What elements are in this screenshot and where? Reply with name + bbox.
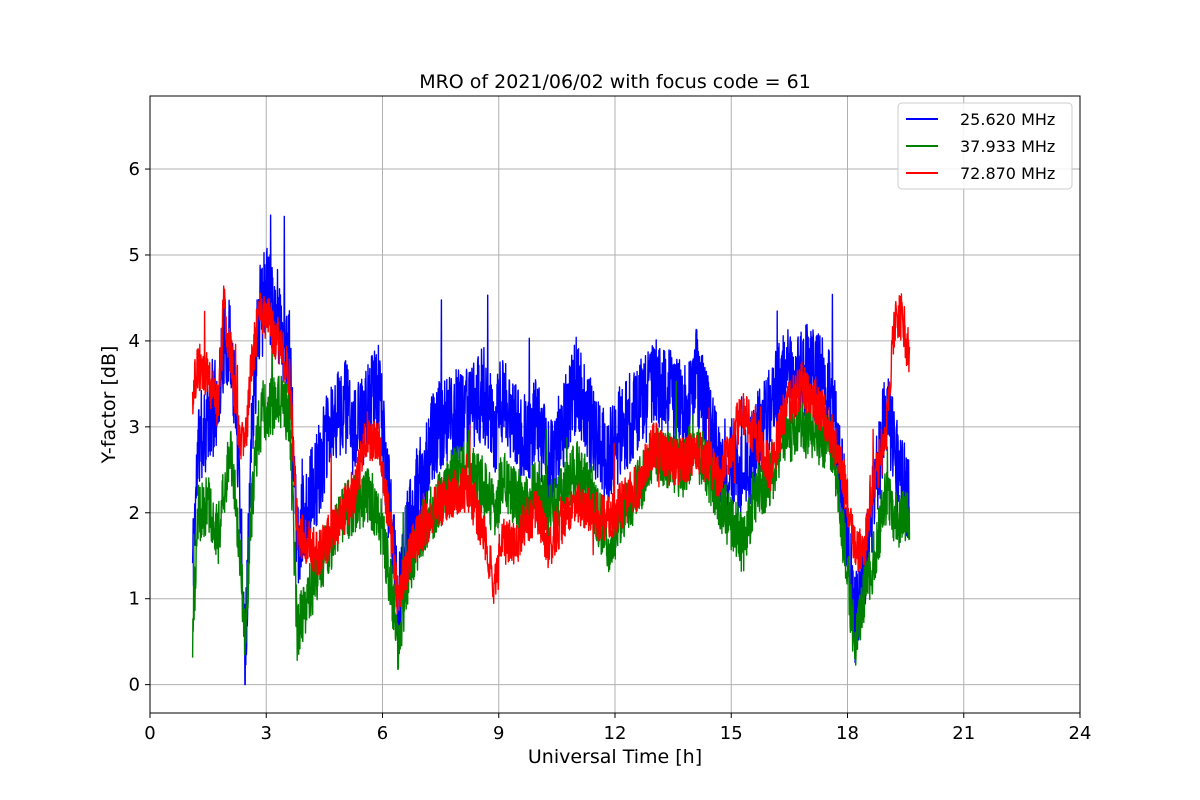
y-axis-label: Y-factor [dB] (98, 346, 120, 465)
x-tick-label: 18 (836, 723, 859, 744)
x-tick-label: 21 (952, 723, 975, 744)
x-tick-label: 24 (1069, 723, 1092, 744)
series-line-3 (191, 285, 911, 615)
x-tick-label: 3 (261, 723, 272, 744)
x-tick-label: 12 (604, 723, 627, 744)
legend-label: 25.620 MHz (960, 110, 1055, 129)
legend: 25.620 MHz 37.933 MHz 72.870 MHz (897, 102, 1073, 190)
y-tick-label: 4 (129, 331, 140, 352)
y-tick-label: 0 (129, 675, 140, 696)
y-tick-label: 6 (129, 159, 140, 180)
x-tick-label: 0 (144, 723, 155, 744)
chart-title: MRO of 2021/06/02 with focus code = 61 (419, 71, 811, 93)
x-tick-label: 9 (493, 723, 504, 744)
series-layer (191, 214, 911, 686)
x-axis-label: Universal Time [h] (528, 746, 702, 768)
y-tick-label: 1 (129, 589, 140, 610)
y-tick-label: 5 (129, 245, 140, 266)
y-tick-label: 2 (129, 503, 140, 524)
y-tick-label: 3 (129, 417, 140, 438)
series-line-1 (191, 214, 911, 686)
legend-label: 72.870 MHz (960, 164, 1055, 183)
legend-label: 37.933 MHz (960, 137, 1055, 156)
legend-box (897, 102, 1073, 190)
x-tick-label: 15 (720, 723, 743, 744)
x-tick-label: 6 (377, 723, 388, 744)
